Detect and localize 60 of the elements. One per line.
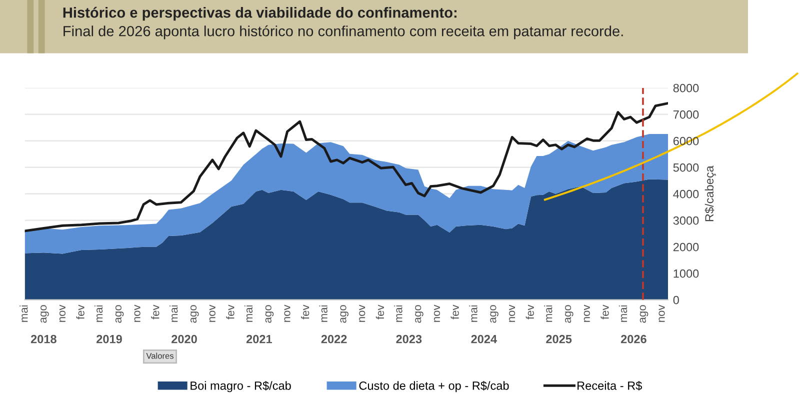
chart-subtitle: Final de 2026 aponta lucro histórico no confinamento com receita em patamar recorde. xyxy=(64,25,623,40)
y-tick-label: 3000 xyxy=(673,216,699,225)
line-series xyxy=(24,102,668,232)
x-tick-label: nov xyxy=(209,304,216,322)
y-tick-label: 7000 xyxy=(673,110,699,119)
x-tick-label: ago xyxy=(340,305,348,323)
legend-label: Custo de dieta + op - R$/cab xyxy=(359,380,509,392)
text: 2022 xyxy=(321,334,347,344)
y-tick-label: 5000 xyxy=(673,163,699,172)
x-tick-label: mai xyxy=(618,305,628,322)
text: Valores xyxy=(146,352,174,359)
x-tick-label: nov xyxy=(509,304,516,322)
text: 2026 xyxy=(620,334,646,344)
x-tick-label: nov xyxy=(434,304,440,322)
legend-label: Receita - R$ xyxy=(578,380,642,391)
x-tick-label: mai xyxy=(94,305,103,322)
x-tick-label: ago xyxy=(115,305,124,323)
x-tick-label: fev xyxy=(526,304,534,320)
x-tick-label: fev xyxy=(301,304,310,320)
x-tick-label: nov xyxy=(284,304,290,322)
chart-title: Histórico e perspectivas da viabilidade do confinamento: xyxy=(63,6,456,21)
x-tick-label: fev xyxy=(376,304,384,320)
x-tick-label: mai xyxy=(469,305,478,322)
x-tick-label: ago xyxy=(190,305,199,323)
x-tick-label: nov xyxy=(658,304,665,322)
y-tick-label: 1000 xyxy=(674,269,699,278)
y-tick-label: 4000 xyxy=(673,190,699,198)
text: 2024 xyxy=(471,334,497,344)
y-tick-label: 0 xyxy=(673,296,679,304)
text: 2018 xyxy=(30,334,56,344)
x-tick-label: fev xyxy=(151,304,160,320)
x-tick-label: ago xyxy=(265,305,274,323)
text: 2025 xyxy=(546,334,572,344)
x-tick-label: nov xyxy=(359,304,366,322)
x-tick-label: fev xyxy=(450,304,459,320)
x-tick-label: nov xyxy=(134,304,140,322)
x-tick-label: mai xyxy=(544,305,552,322)
text: 2019 xyxy=(96,334,122,344)
text: 2023 xyxy=(396,334,422,344)
x-tick-label: mai xyxy=(20,305,28,322)
x-tick-label: fev xyxy=(226,304,234,320)
y-tick-label: 2000 xyxy=(673,242,699,252)
x-tick-label: ago xyxy=(415,305,424,323)
x-tick-label: fev xyxy=(76,304,84,320)
x-tick-label: mai xyxy=(319,305,328,322)
x-tick-label: ago xyxy=(40,305,49,323)
text: 2020 xyxy=(172,334,197,344)
x-tick-label: mai xyxy=(394,305,402,322)
y-axis-title: R$/cabeça xyxy=(704,166,716,222)
text: 2021 xyxy=(246,334,272,344)
x-tick-label: ago xyxy=(640,305,648,323)
x-tick-label: nov xyxy=(59,304,66,322)
x-tick-label: fev xyxy=(600,304,609,320)
x-tick-label: mai xyxy=(170,305,178,322)
legend-label: Boi magro - R$/cab xyxy=(190,380,291,392)
x-tick-label: mai xyxy=(244,305,253,322)
y-tick-label: 8000 xyxy=(673,84,699,92)
x-tick-label: ago xyxy=(490,305,498,323)
x-tick-label: ago xyxy=(565,305,574,323)
x-tick-label: nov xyxy=(584,304,590,322)
